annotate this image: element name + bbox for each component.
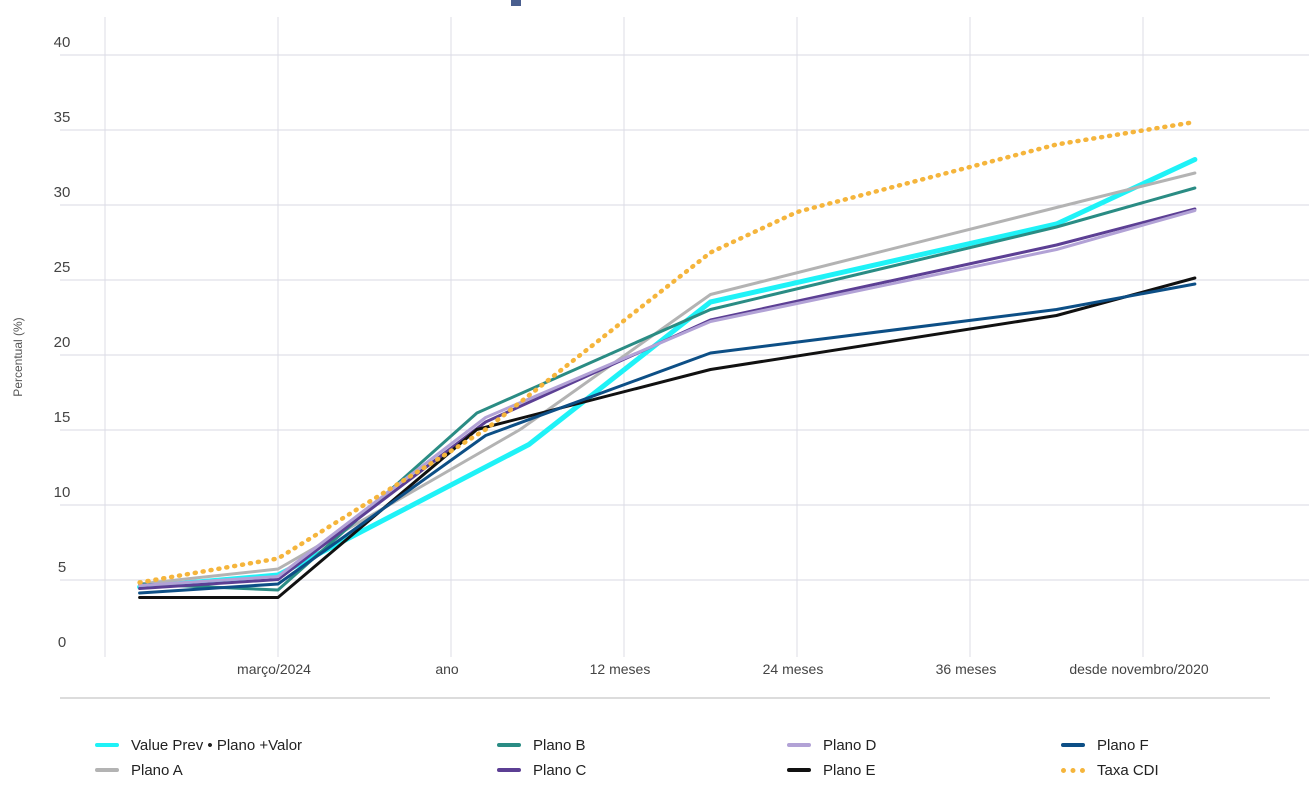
- legend-swatch: [787, 768, 811, 772]
- legend-item: Plano F: [1061, 734, 1149, 756]
- series-line-2: [138, 186, 1197, 592]
- legend-swatch: [497, 743, 521, 747]
- x-axis: março/2024 ano 12 meses 24 meses 36 meses des…: [237, 661, 1209, 677]
- y-axis-title: Percentual (%): [11, 317, 25, 396]
- series-line-3: [138, 207, 1197, 590]
- y-tick-label: 35: [54, 109, 71, 126]
- legend-label: Value Prev • Plano +Valor: [131, 736, 303, 754]
- title-fragment: [511, 0, 521, 6]
- x-tick-label: ano: [435, 661, 459, 677]
- legend-swatch: [95, 743, 119, 747]
- legend-item: Plano A: [95, 759, 183, 781]
- legend-label: Plano E: [823, 761, 876, 779]
- y-tick-label: 30: [54, 184, 71, 201]
- legend-label: Plano F: [1097, 736, 1149, 754]
- series-line-7: [137, 119, 1198, 585]
- legend-item: Plano D: [787, 734, 876, 756]
- x-tick-label: desde novembro/2020: [1069, 661, 1209, 677]
- series-line-0: [137, 157, 1198, 590]
- legend-swatch: [95, 768, 119, 772]
- legend-swatch: [497, 768, 521, 772]
- series-line-1: [138, 171, 1197, 586]
- legend-swatch: [1061, 767, 1085, 773]
- x-tick-label: 24 meses: [763, 661, 824, 677]
- legend-item: Plano C: [497, 759, 586, 781]
- grid: [60, 17, 1309, 657]
- y-tick-label: 10: [54, 484, 71, 501]
- legend-label: Plano D: [823, 736, 877, 754]
- series-line-4: [138, 209, 1197, 587]
- legend-divider: [60, 697, 1270, 699]
- y-tick-label: 0: [58, 634, 66, 651]
- series-group: [137, 119, 1198, 599]
- legend-label: Plano B: [533, 736, 586, 754]
- legend-item: Plano E: [787, 759, 876, 781]
- x-tick-label: 12 meses: [590, 661, 651, 677]
- line-chart: 0 5 10 15 20 25 30 35 40 março/2024 ano 12 meses 24…: [11, 17, 1309, 677]
- legend-label: Plano C: [533, 761, 587, 779]
- y-tick-label: 20: [54, 334, 71, 351]
- legend-swatch: [787, 743, 811, 747]
- x-tick-label: 36 meses: [936, 661, 997, 677]
- series-line-6: [138, 282, 1197, 595]
- legend: Value Prev • Plano +Valor Plano A Plano B P…: [95, 734, 1295, 784]
- legend-item: Value Prev • Plano +Valor: [95, 734, 302, 756]
- legend-label: Taxa CDI: [1097, 761, 1159, 779]
- legend-label: Plano A: [131, 761, 183, 779]
- series-line-5: [138, 276, 1197, 599]
- legend-item: Taxa CDI: [1061, 759, 1159, 781]
- legend-item: Plano B: [497, 734, 586, 756]
- y-axis: 0 5 10 15 20 25 30 35 40: [54, 34, 71, 651]
- y-tick-label: 40: [54, 34, 71, 51]
- y-tick-label: 5: [58, 559, 66, 576]
- legend-swatch: [1061, 743, 1085, 747]
- y-tick-label: 15: [54, 409, 71, 426]
- x-tick-label: março/2024: [237, 661, 311, 677]
- y-tick-label: 25: [54, 259, 71, 276]
